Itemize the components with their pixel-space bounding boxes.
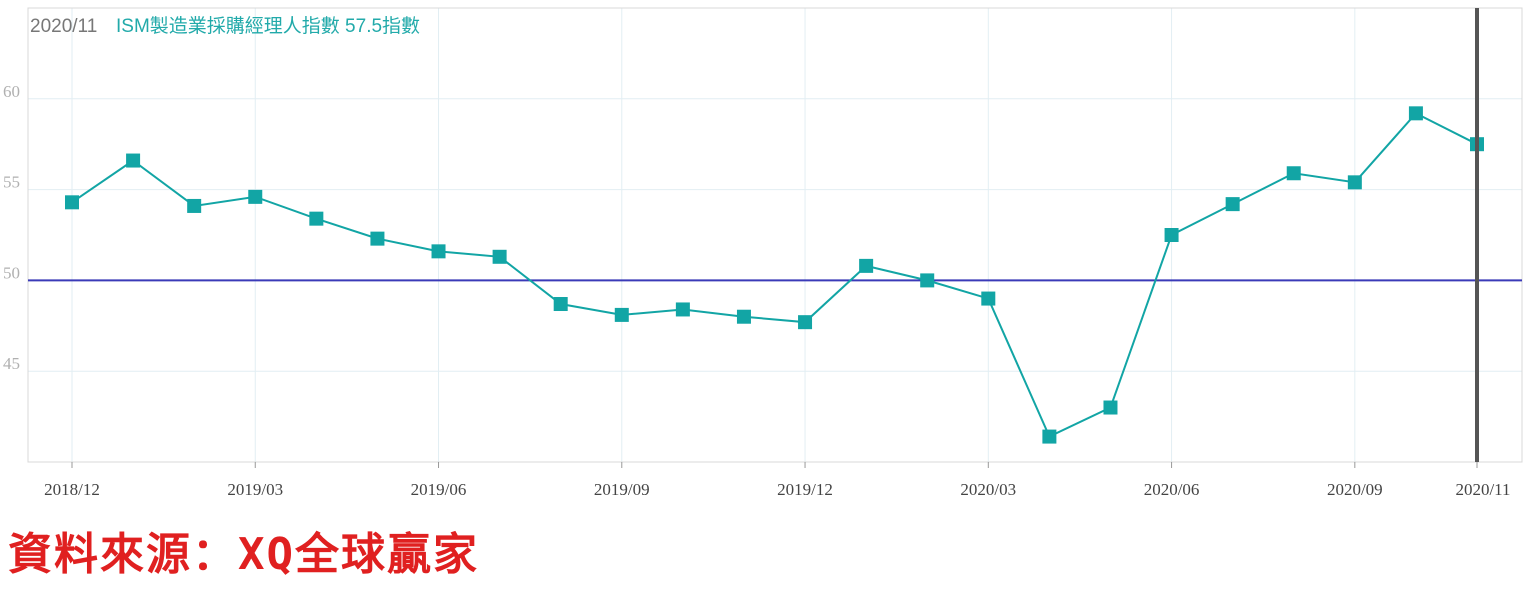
data-point-2020-06	[1164, 228, 1179, 242]
y-tick-label-55: 55	[3, 173, 20, 192]
data-point-2019-05	[370, 231, 385, 246]
data-point-2020-04	[1042, 429, 1057, 444]
data-point-2020-09	[1347, 175, 1362, 190]
x-axis-ticks: 2018/12 2019/03 2019/06 2019/09 2019/12 2020/…	[44, 462, 1511, 499]
plot-frame	[27, 7, 1523, 463]
data-point-2018-12	[65, 195, 79, 210]
data-point-2020-08	[1286, 166, 1301, 181]
x-tick-label-2019-12: 2019/12	[777, 480, 833, 499]
data-point-2019-04	[309, 211, 324, 226]
x-tick-label-2020-11: 2020/11	[1455, 480, 1510, 499]
data-point-2020-07	[1225, 197, 1240, 212]
data-point-2019-06	[431, 244, 446, 259]
data-point-2019-01	[126, 153, 141, 168]
header-date: 2020/11	[30, 16, 97, 37]
x-tick-label-2020-09: 2020/09	[1327, 480, 1383, 499]
grid-lines	[28, 8, 1522, 462]
x-tick-label-2019-06: 2019/06	[411, 480, 467, 499]
series-line	[71, 112, 1478, 438]
series-line-layer	[71, 112, 1478, 438]
data-point-2020-02	[920, 273, 935, 288]
data-point-2020-01	[859, 258, 874, 273]
data-point-2020-05	[1103, 400, 1118, 415]
y-tick-label-60: 60	[3, 82, 20, 101]
x-tick-label-2018-12: 2018/12	[44, 480, 100, 499]
series-points	[65, 106, 1484, 444]
data-point-2019-07	[492, 249, 507, 264]
data-point-2019-09	[614, 307, 629, 322]
source-caption: 資料來源：XQ全球贏家	[8, 529, 479, 580]
x-tick-label-2020-06: 2020/06	[1144, 480, 1200, 499]
x-tick-label-2019-09: 2019/09	[594, 480, 650, 499]
header-series-label: ISM製造業採購經理人指數 57.5指數	[116, 15, 420, 37]
data-point-2019-12	[798, 315, 813, 330]
data-point-2019-10	[675, 302, 690, 317]
y-tick-label-50: 50	[3, 263, 20, 282]
y-tick-label-45: 45	[3, 354, 20, 373]
data-point-2020-03	[981, 291, 996, 306]
data-point-2019-08	[553, 297, 568, 312]
data-point-2019-11	[736, 309, 751, 324]
data-point-2019-02	[187, 198, 202, 213]
y-axis-ticks: 45 50 55 60	[3, 82, 20, 373]
x-tick-label-2019-03: 2019/03	[227, 480, 283, 499]
x-tick-label-2020-03: 2020/03	[960, 480, 1016, 499]
data-point-2020-10	[1408, 106, 1423, 121]
data-point-2019-03	[248, 189, 263, 204]
